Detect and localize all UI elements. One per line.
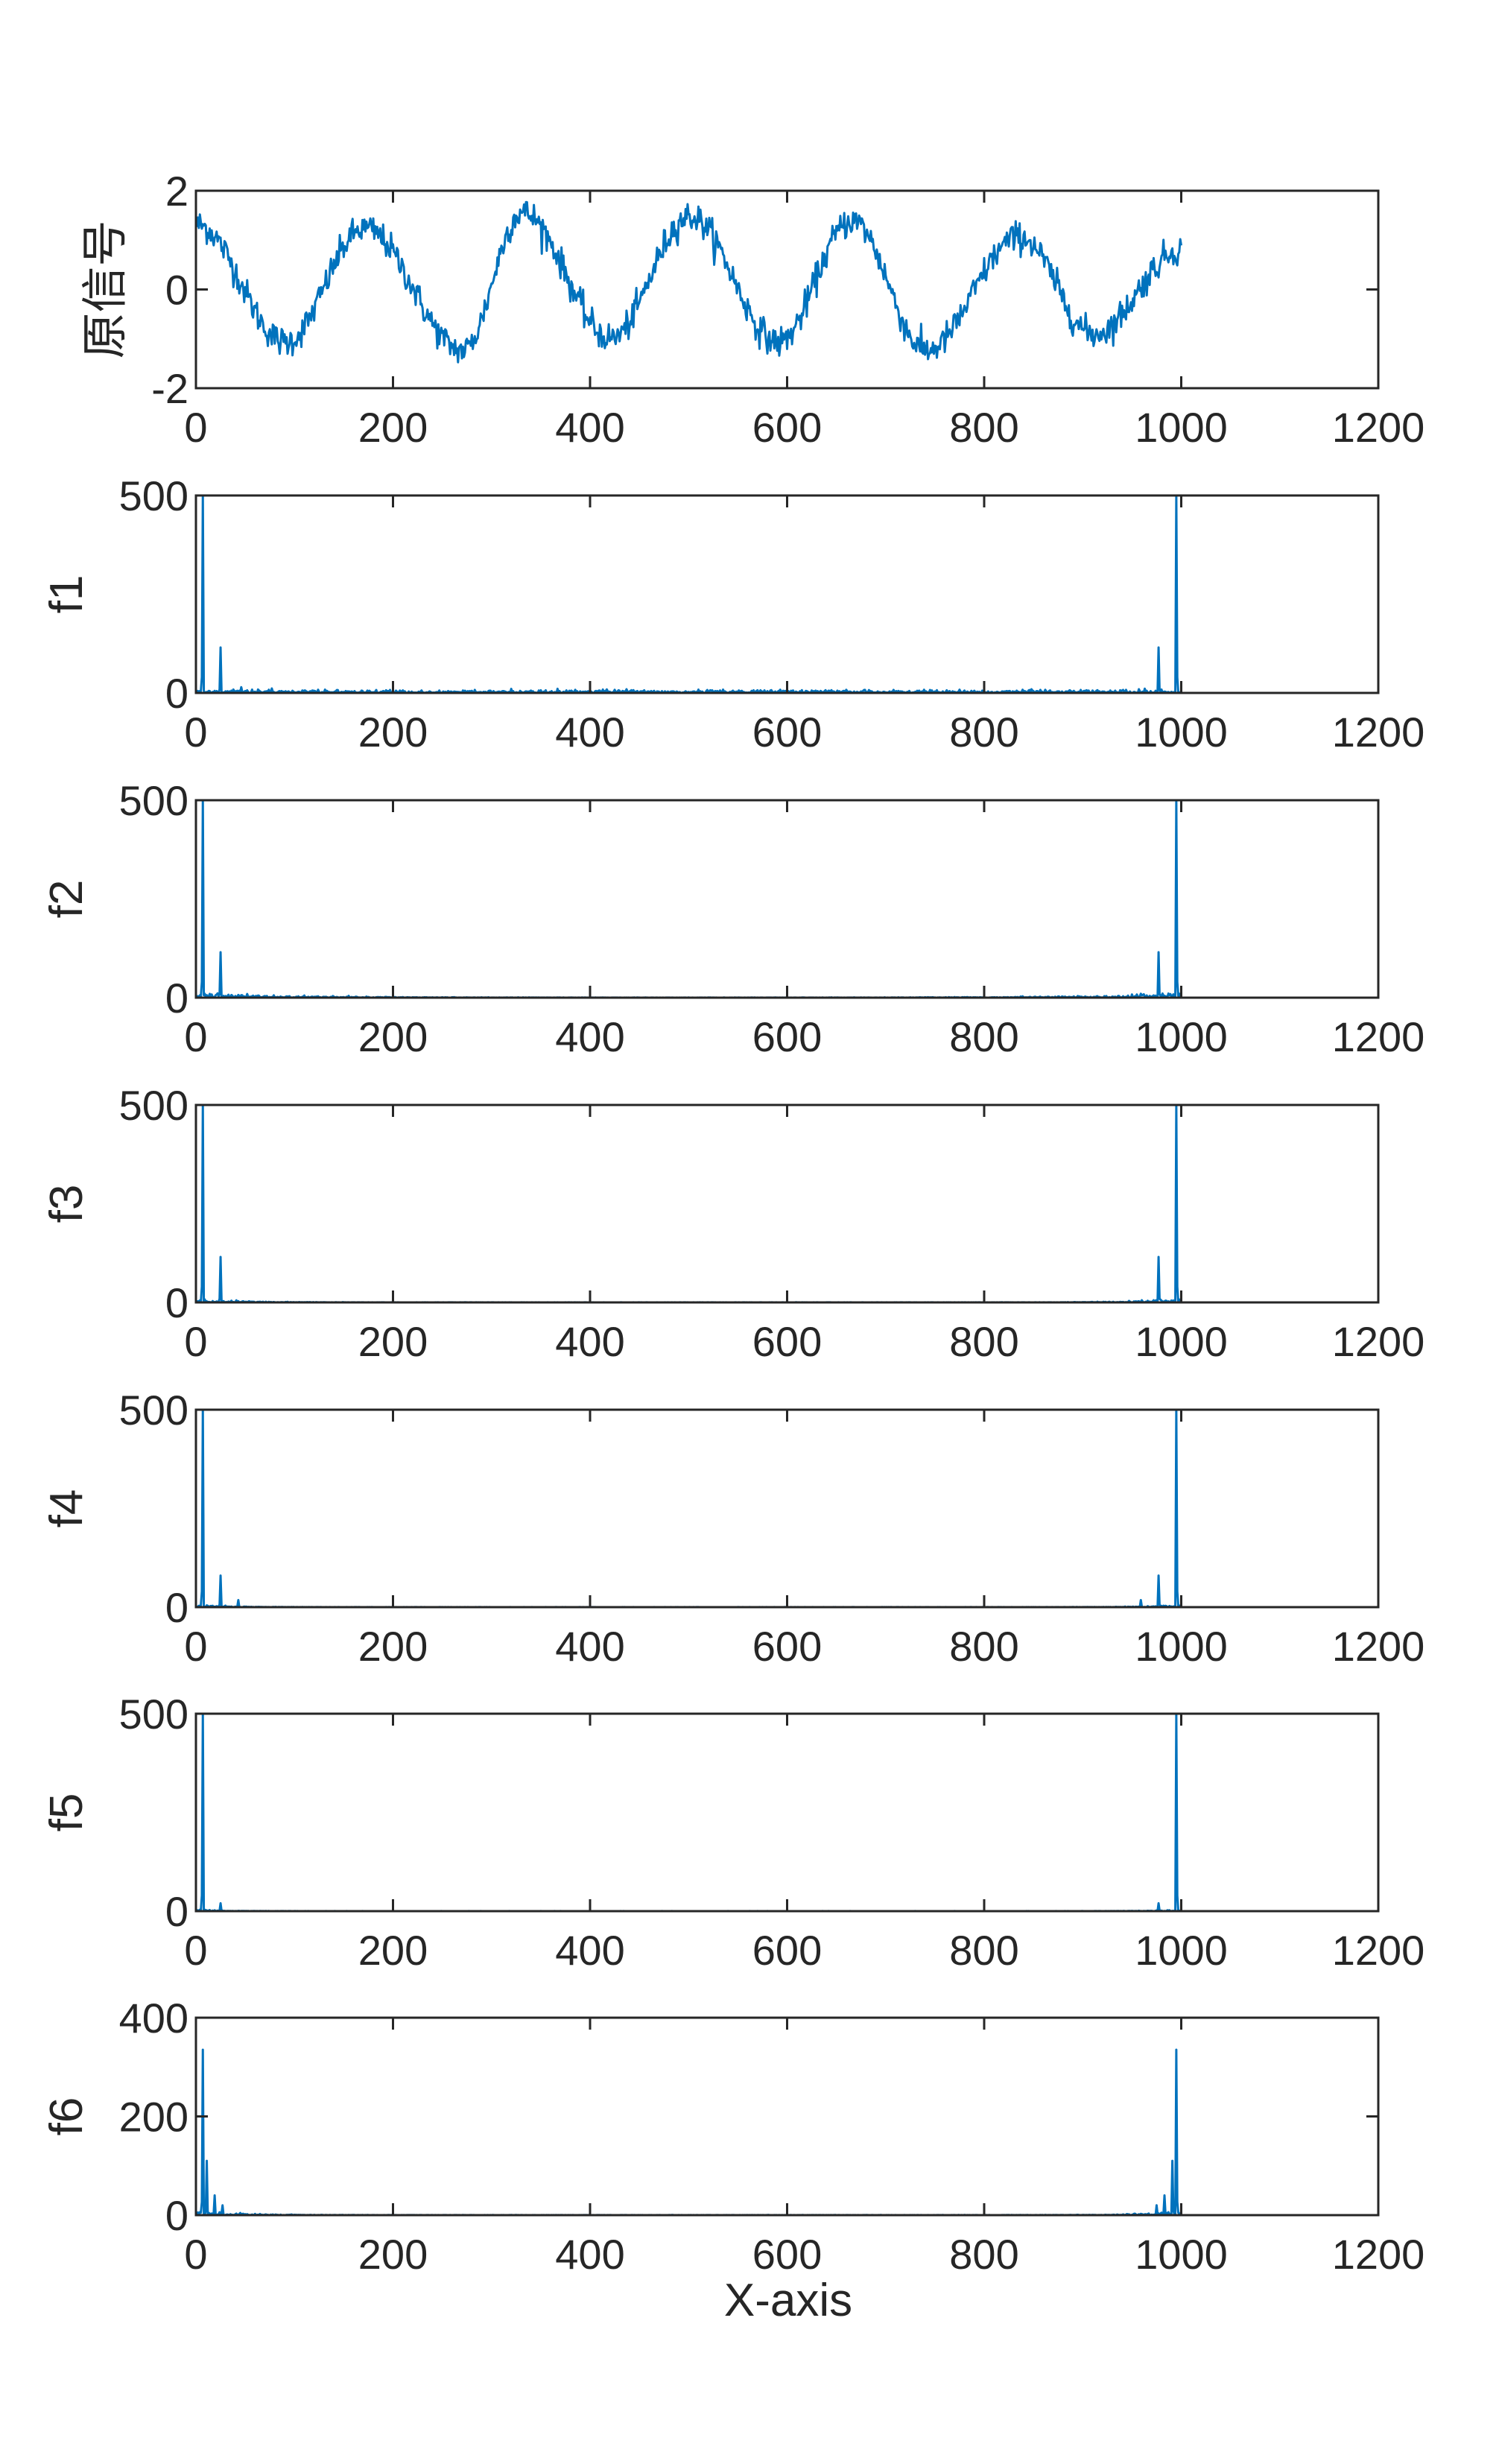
x-tick-label: 200 xyxy=(358,1927,428,1974)
x-tick-label: 400 xyxy=(555,1623,624,1670)
x-tick-label: 1200 xyxy=(1332,2231,1425,2278)
x-tick-label: 800 xyxy=(949,1623,1018,1670)
y-tick-label: 0 xyxy=(165,975,188,1022)
x-tick-label: 0 xyxy=(184,1013,207,1060)
x-tick-label: 1200 xyxy=(1332,1623,1425,1670)
y-tick-label: 0 xyxy=(165,1888,188,1935)
y-tick-label: 500 xyxy=(119,1082,188,1129)
y-axis-label-3: f2 xyxy=(41,880,92,919)
x-tick-label: 600 xyxy=(752,709,822,756)
x-tick-label: 800 xyxy=(949,709,1018,756)
x-tick-label: 800 xyxy=(949,404,1018,451)
x-tick-label: 0 xyxy=(184,1927,207,1974)
x-tick-label: 1200 xyxy=(1332,1318,1425,1365)
x-tick-label: 200 xyxy=(358,404,428,451)
y-tick-label: 500 xyxy=(119,1387,188,1434)
x-tick-label: 400 xyxy=(555,1318,624,1365)
x-tick-label: 1000 xyxy=(1135,1013,1228,1060)
x-tick-label: 200 xyxy=(358,709,428,756)
x-tick-label: 600 xyxy=(752,2231,822,2278)
x-tick-label: 0 xyxy=(184,2231,207,2278)
y-axis-label-2: f1 xyxy=(41,575,92,614)
y-tick-label: 0 xyxy=(165,2192,188,2239)
x-tick-label: 0 xyxy=(184,1318,207,1365)
y-tick-label: 0 xyxy=(165,267,188,314)
x-tick-label: 200 xyxy=(358,1623,428,1670)
x-tick-label: 1000 xyxy=(1135,404,1228,451)
y-tick-label: 0 xyxy=(165,1279,188,1326)
x-tick-label: 200 xyxy=(358,1013,428,1060)
x-tick-label: 1000 xyxy=(1135,2231,1228,2278)
x-tick-label: 1000 xyxy=(1135,709,1228,756)
y-axis-label-4: f3 xyxy=(41,1185,92,1223)
y-tick-label: 500 xyxy=(119,1691,188,1738)
x-tick-label: 200 xyxy=(358,2231,428,2278)
x-tick-label: 0 xyxy=(184,404,207,451)
x-tick-label: 400 xyxy=(555,1927,624,1974)
subplot-4: 0 200 400 600 800 1000 1200 0 500 f3 xyxy=(41,1082,1424,1365)
subplot-2: 0 200 400 600 800 1000 1200 0 500 f1 xyxy=(41,472,1424,756)
y-axis-label-6: f5 xyxy=(41,1793,92,1832)
subplot-6: 0 200 400 600 800 1000 1200 0 500 f5 xyxy=(41,1691,1424,1974)
y-axis-label-7: f6 xyxy=(41,2097,92,2136)
x-tick-label: 600 xyxy=(752,404,822,451)
y-tick-label: 200 xyxy=(119,2094,188,2141)
x-tick-label: 1000 xyxy=(1135,1318,1228,1365)
y-tick-label: -2 xyxy=(151,365,188,412)
x-tick-label: 600 xyxy=(752,1318,822,1365)
x-tick-label: 1200 xyxy=(1332,709,1425,756)
x-tick-label: 0 xyxy=(184,709,207,756)
y-tick-label: 400 xyxy=(119,1995,188,2042)
y-tick-label: 2 xyxy=(165,168,188,215)
x-tick-label: 1200 xyxy=(1332,1013,1425,1060)
x-tick-label: 200 xyxy=(358,1318,428,1365)
x-tick-label: 1000 xyxy=(1135,1927,1228,1974)
x-axis-label: X-axis xyxy=(724,2275,852,2326)
y-axis-label-5: f4 xyxy=(41,1489,92,1528)
x-tick-label: 0 xyxy=(184,1623,207,1670)
subplot-7: 0 200 400 600 800 1000 1200 0 200 400 f6 xyxy=(41,1995,1424,2278)
y-tick-label: 500 xyxy=(119,777,188,824)
x-tick-label: 600 xyxy=(752,1623,822,1670)
y-tick-label: 0 xyxy=(165,670,188,717)
subplot-5: 0 200 400 600 800 1000 1200 0 500 f4 xyxy=(41,1387,1424,1670)
x-tick-label: 1000 xyxy=(1135,1623,1228,1670)
x-tick-label: 1200 xyxy=(1332,1927,1425,1974)
subplot-3: 0 200 400 600 800 1000 1200 0 500 f2 xyxy=(41,777,1424,1060)
x-tick-label: 1200 xyxy=(1332,404,1425,451)
x-tick-label: 400 xyxy=(555,1013,624,1060)
x-tick-label: 800 xyxy=(949,1927,1018,1974)
x-tick-label: 400 xyxy=(555,404,624,451)
x-tick-label: 600 xyxy=(752,1013,822,1060)
x-tick-label: 400 xyxy=(555,709,624,756)
y-tick-label: 0 xyxy=(165,1584,188,1631)
x-tick-label: 800 xyxy=(949,1318,1018,1365)
x-tick-label: 600 xyxy=(752,1927,822,1974)
x-tick-label: 400 xyxy=(555,2231,624,2278)
y-tick-label: 500 xyxy=(119,472,188,519)
series-line-1 xyxy=(195,200,1182,364)
x-tick-label: 800 xyxy=(949,1013,1018,1060)
x-tick-label: 800 xyxy=(949,2231,1018,2278)
y-axis-label-1: 原信号 xyxy=(77,220,132,358)
